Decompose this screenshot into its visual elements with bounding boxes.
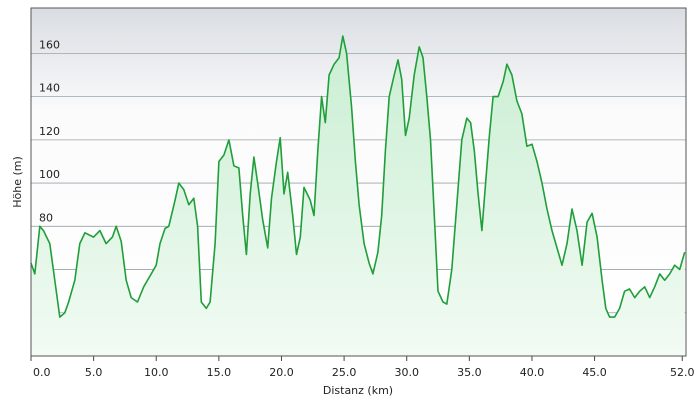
x-tick-label: 0.0 — [33, 366, 51, 379]
y-tick-label: 160 — [39, 38, 60, 51]
y-tick-label: 140 — [39, 82, 60, 95]
plot-frame — [30, 7, 687, 357]
y-tick-label: 80 — [39, 211, 53, 224]
elevation-line — [30, 35, 686, 318]
x-tick-label: 5.0 — [85, 366, 103, 379]
x-tick-label: 40.0 — [520, 366, 545, 379]
y-axis-label: Höhe (m) — [11, 156, 24, 208]
x-tick-label: 10.0 — [144, 366, 169, 379]
x-tick-label: 52.0 — [670, 366, 695, 379]
x-tick-label: 45.0 — [582, 366, 607, 379]
x-tick-label: 15.0 — [207, 366, 232, 379]
x-tick-label: 30.0 — [394, 366, 419, 379]
x-tick-label: 25.0 — [332, 366, 357, 379]
x-tick-label: 35.0 — [457, 366, 482, 379]
x-axis-label: Distanz (km) — [323, 384, 393, 397]
y-tick-label: 100 — [39, 168, 60, 181]
y-tick-label: 120 — [39, 125, 60, 138]
x-tick-label: 20.0 — [269, 366, 294, 379]
